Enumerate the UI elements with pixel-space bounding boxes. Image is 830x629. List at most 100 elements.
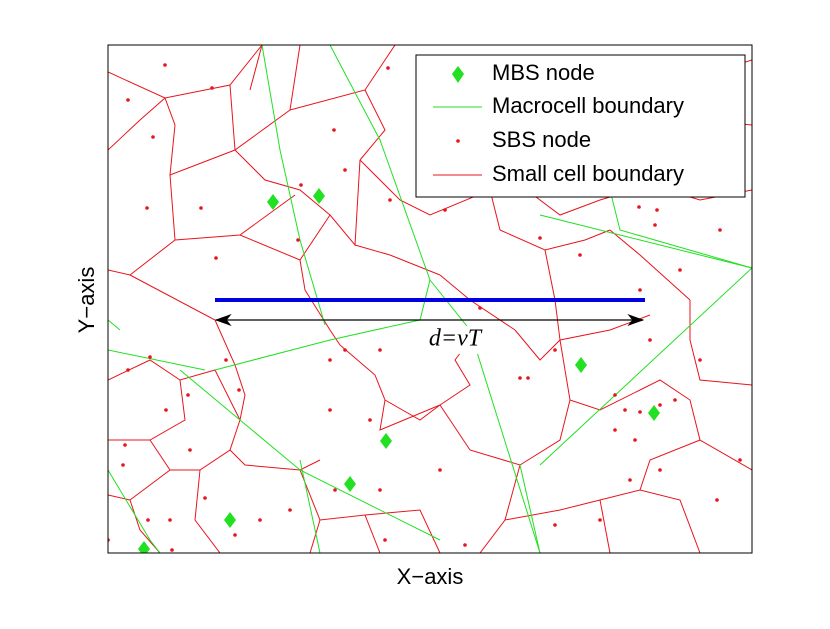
- small-cell-boundary: [299, 469, 381, 553]
- sbs-node: [332, 128, 336, 132]
- sbs-node: [478, 306, 482, 310]
- sbs-node: [718, 228, 722, 232]
- small-cell-boundary: [164, 45, 301, 176]
- small-cell-boundary: [359, 159, 501, 231]
- small-cell-boundary: [108, 97, 166, 151]
- sbs-node: [738, 458, 742, 462]
- sbs-node: [438, 468, 442, 472]
- sbs-node: [168, 518, 172, 522]
- macrocell-boundary: [214, 319, 421, 371]
- sbs-node: [443, 208, 447, 212]
- sbs-node: [633, 438, 637, 442]
- legend-label: SBS node: [492, 127, 591, 152]
- sbs-node: [715, 498, 719, 502]
- small-cell-boundary: [108, 174, 176, 276]
- legend-diamond: [452, 66, 464, 83]
- sbs-node: [613, 428, 617, 432]
- small-cell-boundary: [499, 229, 611, 251]
- sbs-node: [123, 443, 127, 447]
- sbs-node: [463, 543, 467, 547]
- sbs-node: [648, 338, 652, 342]
- small-cell-boundary: [639, 379, 752, 471]
- small-cell-boundary: [609, 229, 691, 301]
- sbs-node: [328, 408, 332, 412]
- sbs-node: [553, 523, 557, 527]
- sbs-node: [299, 183, 303, 187]
- mbs-node: [267, 194, 279, 210]
- mbs-node: [380, 433, 392, 449]
- sbs-node: [164, 408, 168, 412]
- sbs-node: [655, 208, 659, 212]
- sbs-node: [698, 358, 702, 362]
- sbs-node: [146, 518, 150, 522]
- small-cell-boundary: [108, 45, 263, 99]
- macrocell-boundary: [519, 464, 541, 553]
- sbs-node: [233, 533, 237, 537]
- legend: MBS node Macrocell boundary SBS node Sma…: [415, 54, 746, 198]
- small-cell-boundary: [384, 399, 441, 421]
- sbs-node: [378, 488, 382, 492]
- small-cell-boundary: [599, 499, 611, 553]
- mbs-node: [138, 541, 150, 553]
- sbs-node: [210, 86, 214, 90]
- sbs-node: [148, 355, 152, 359]
- small-cell-boundary: [299, 259, 341, 346]
- small-cell-boundary: [170, 419, 241, 471]
- macrocell-boundary: [299, 459, 321, 553]
- sbs-node: [214, 256, 218, 260]
- legend-label: Small cell boundary: [492, 161, 684, 186]
- sbs-node: [258, 518, 262, 522]
- plot-frame: [107, 44, 753, 554]
- sbs-node: [553, 348, 557, 352]
- sbs-node: [121, 463, 125, 467]
- small-cell-boundary: [309, 519, 321, 553]
- mbs-node: [224, 512, 236, 528]
- plot-area: [108, 45, 752, 553]
- sbs-node: [288, 508, 292, 512]
- sbs-node: [638, 410, 642, 414]
- sbs-node: [151, 135, 155, 139]
- y-axis-label: Y−axis: [74, 267, 99, 334]
- sbs-node: [224, 358, 228, 362]
- sbs-node: [145, 206, 149, 210]
- sbs-node: [383, 538, 387, 542]
- sbs-node: [333, 488, 337, 492]
- sbs-node: [368, 418, 372, 422]
- sbs-node: [126, 368, 130, 372]
- macrocell-boundary: [108, 469, 161, 553]
- sbs-node: [186, 393, 190, 397]
- sbs-node: [237, 388, 241, 392]
- sbs-node: [526, 376, 530, 380]
- small-cell-boundary: [108, 439, 171, 501]
- macrocell-boundary: [108, 349, 206, 371]
- annotation-bg: [406, 326, 504, 354]
- sbs-node: [613, 393, 617, 397]
- sbs-node: [126, 98, 130, 102]
- sbs-node: [658, 468, 662, 472]
- sbs-node: [658, 403, 662, 407]
- sbs-node: [578, 253, 582, 257]
- sbs-node: [343, 348, 347, 352]
- macrocell-boundary: [539, 214, 752, 269]
- sbs-node: [598, 518, 602, 522]
- sbs-node: [170, 548, 174, 552]
- mbs-node: [648, 405, 660, 421]
- small-cell-boundary: [504, 489, 701, 553]
- sbs-node: [518, 376, 522, 380]
- sbs-node: [343, 168, 347, 172]
- sbs-node: [296, 238, 300, 242]
- legend-label: MBS node: [492, 60, 595, 85]
- sbs-node: [673, 398, 677, 402]
- sbs-node: [328, 358, 332, 362]
- sbs-node: [628, 478, 632, 482]
- macrocell-boundary: [539, 267, 752, 466]
- sbs-node: [638, 288, 642, 292]
- macrocell-boundary: [261, 45, 326, 326]
- sbs-node: [378, 348, 382, 352]
- sbs-node: [163, 63, 167, 67]
- small-cell-boundary: [639, 439, 701, 491]
- sbs-node: [203, 496, 207, 500]
- annotation: d=vT: [429, 326, 483, 352]
- mbs-node: [313, 188, 325, 204]
